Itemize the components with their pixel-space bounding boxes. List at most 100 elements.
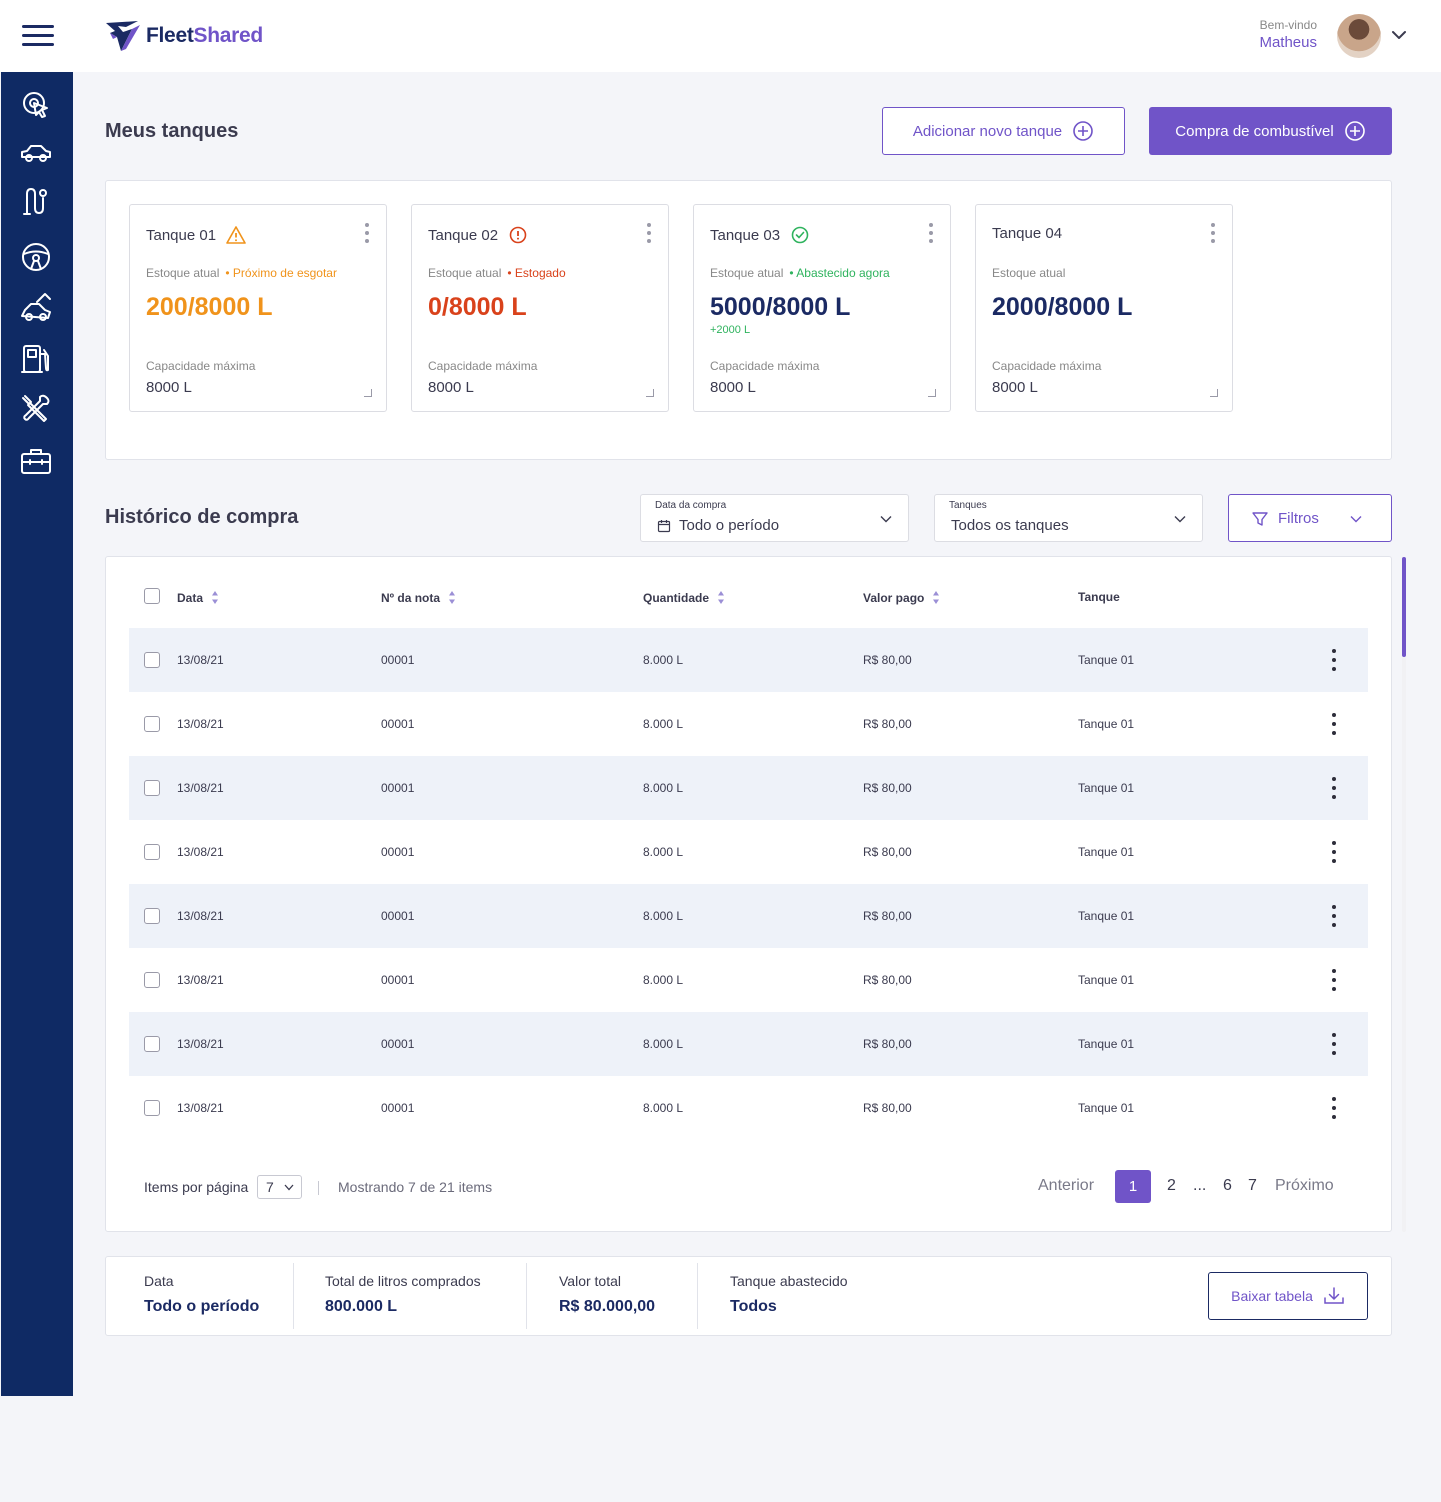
summary-date: Data Todo o período <box>144 1273 259 1316</box>
cell-date: 13/08/21 <box>177 845 224 859</box>
row-menu-icon[interactable] <box>1330 840 1338 864</box>
column-header-date[interactable]: Data <box>177 590 219 605</box>
add-tank-button[interactable]: Adicionar novo tanque <box>882 107 1125 155</box>
row-menu-icon[interactable] <box>1330 1096 1338 1120</box>
cell-paid: R$ 80,00 <box>863 909 912 923</box>
resize-handle-icon[interactable] <box>646 389 654 397</box>
column-header-note[interactable]: Nº da nota <box>381 590 456 605</box>
pagination-page[interactable]: 2 <box>1167 1177 1176 1194</box>
scrollbar-track[interactable] <box>1402 657 1406 1232</box>
tank-capacity-value: 8000 L <box>710 379 756 396</box>
tank-name-row: Tanque 04 <box>992 225 1062 242</box>
tank-status-text: • Estogado <box>507 266 566 280</box>
table-row[interactable]: 13/08/21 00001 8.000 L R$ 80,00 Tanque 0… <box>129 692 1368 756</box>
cell-tank: Tanque 01 <box>1078 1037 1135 1051</box>
column-header-paid[interactable]: Valor pago <box>863 590 940 605</box>
cell-note: 00001 <box>381 973 415 987</box>
resize-handle-icon[interactable] <box>364 389 372 397</box>
tank-menu-icon[interactable] <box>646 221 652 245</box>
plus-circle-icon <box>1344 121 1365 141</box>
table-row[interactable]: 13/08/21 00001 8.000 L R$ 80,00 Tanque 0… <box>129 948 1368 1012</box>
menu-icon[interactable] <box>22 25 54 47</box>
pagination-ellipsis: ... <box>1193 1177 1207 1194</box>
cell-tank: Tanque 01 <box>1078 653 1135 667</box>
calendar-icon <box>657 519 671 532</box>
row-menu-icon[interactable] <box>1330 968 1338 992</box>
table-row[interactable]: 13/08/21 00001 8.000 L R$ 80,00 Tanque 0… <box>129 1012 1368 1076</box>
table-row[interactable]: 13/08/21 00001 8.000 L R$ 80,00 Tanque 0… <box>129 820 1368 884</box>
pagination-page-current[interactable]: 1 <box>1115 1170 1151 1203</box>
per-page-value: 7 <box>266 1179 274 1195</box>
row-checkbox[interactable] <box>144 1100 160 1116</box>
row-checkbox[interactable] <box>144 972 160 988</box>
tank-name: Tanque 03 <box>710 226 781 244</box>
cell-date: 13/08/21 <box>177 781 224 795</box>
sidebar-item-maintenance[interactable] <box>17 390 55 428</box>
sidebar-item-fuel-economy[interactable] <box>17 288 55 326</box>
table-row[interactable]: 13/08/21 00001 8.000 L R$ 80,00 Tanque 0… <box>129 756 1368 820</box>
row-menu-icon[interactable] <box>1330 648 1338 672</box>
purchase-date-select[interactable]: Data da compra Todo o período <box>640 494 909 542</box>
cell-quantity: 8.000 L <box>643 973 684 987</box>
row-checkbox[interactable] <box>144 844 160 860</box>
cell-tank: Tanque 01 <box>1078 1101 1135 1115</box>
divider <box>526 1263 527 1329</box>
avatar[interactable] <box>1337 14 1381 58</box>
sidebar-item-dashboard[interactable] <box>17 86 55 124</box>
tank-capacity-value: 8000 L <box>992 379 1038 396</box>
logo[interactable]: FleetShared <box>104 18 263 54</box>
top-bar: FleetShared Bem-vindo Matheus <box>0 0 1441 72</box>
sidebar-item-fuel[interactable] <box>17 340 55 378</box>
column-header-tank: Tanque <box>1078 590 1120 604</box>
row-menu-icon[interactable] <box>1330 776 1338 800</box>
tank-menu-icon[interactable] <box>1210 221 1216 245</box>
filters-button[interactable]: Filtros <box>1228 494 1392 542</box>
tank-card[interactable]: Tanque 02 Estoque atual • Estogado 0/8000… <box>411 204 669 412</box>
tank-card[interactable]: Tanque 04 Estoque atual 2000/8000 L Capa… <box>975 204 1233 412</box>
row-menu-icon[interactable] <box>1330 904 1338 928</box>
download-table-button[interactable]: Baixar tabela <box>1208 1272 1368 1320</box>
steering-wheel-icon <box>22 243 50 271</box>
pagination-page[interactable]: 6 <box>1223 1177 1232 1194</box>
cell-note: 00001 <box>381 1101 415 1115</box>
row-checkbox[interactable] <box>144 652 160 668</box>
buy-fuel-button[interactable]: Compra de combustível <box>1149 107 1392 155</box>
resize-handle-icon[interactable] <box>1210 389 1218 397</box>
chevron-down-icon[interactable] <box>1390 28 1408 42</box>
cell-quantity: 8.000 L <box>643 909 684 923</box>
cell-tank: Tanque 01 <box>1078 973 1135 987</box>
cell-date: 13/08/21 <box>177 1101 224 1115</box>
scrollbar-thumb[interactable] <box>1402 557 1406 657</box>
per-page-select[interactable]: 7 <box>257 1175 302 1199</box>
pagination-previous[interactable]: Anterior <box>1038 1177 1095 1194</box>
cell-quantity: 8.000 L <box>643 781 684 795</box>
column-header-quantity[interactable]: Quantidade <box>643 590 725 605</box>
tank-card[interactable]: Tanque 03 Estoque atual • Abastecido agor… <box>693 204 951 412</box>
row-checkbox[interactable] <box>144 716 160 732</box>
tank-menu-icon[interactable] <box>928 221 934 245</box>
row-menu-icon[interactable] <box>1330 1032 1338 1056</box>
pagination-next[interactable]: Próximo <box>1275 1177 1334 1194</box>
sidebar-item-routes[interactable] <box>17 182 55 220</box>
row-checkbox[interactable] <box>144 1036 160 1052</box>
table-row[interactable]: 13/08/21 00001 8.000 L R$ 80,00 Tanque 0… <box>129 628 1368 692</box>
cell-quantity: 8.000 L <box>643 653 684 667</box>
table-row[interactable]: 13/08/21 00001 8.000 L R$ 80,00 Tanque 0… <box>129 1076 1368 1140</box>
tanks-select-value: Todos os tanques <box>951 517 1069 534</box>
pagination-page[interactable]: 7 <box>1248 1177 1257 1194</box>
row-checkbox[interactable] <box>144 908 160 924</box>
tank-menu-icon[interactable] <box>364 221 370 245</box>
user-name[interactable]: Matheus <box>1259 34 1317 51</box>
row-menu-icon[interactable] <box>1330 712 1338 736</box>
welcome-text: Bem-vindo <box>1259 18 1317 32</box>
resize-handle-icon[interactable] <box>928 389 936 397</box>
sidebar-item-vehicles[interactable] <box>17 134 55 172</box>
select-all-checkbox[interactable] <box>144 588 160 604</box>
table-row[interactable]: 13/08/21 00001 8.000 L R$ 80,00 Tanque 0… <box>129 884 1368 948</box>
tank-card[interactable]: Tanque 01 Estoque atual • Próximo de esgo… <box>129 204 387 412</box>
tanks-select[interactable]: Tanques Todos os tanques <box>934 494 1203 542</box>
sidebar-item-toolbox[interactable] <box>17 442 55 480</box>
sidebar-item-drivers[interactable] <box>17 238 55 276</box>
row-checkbox[interactable] <box>144 780 160 796</box>
tank-capacity-label: Capacidade máxima <box>710 359 820 373</box>
